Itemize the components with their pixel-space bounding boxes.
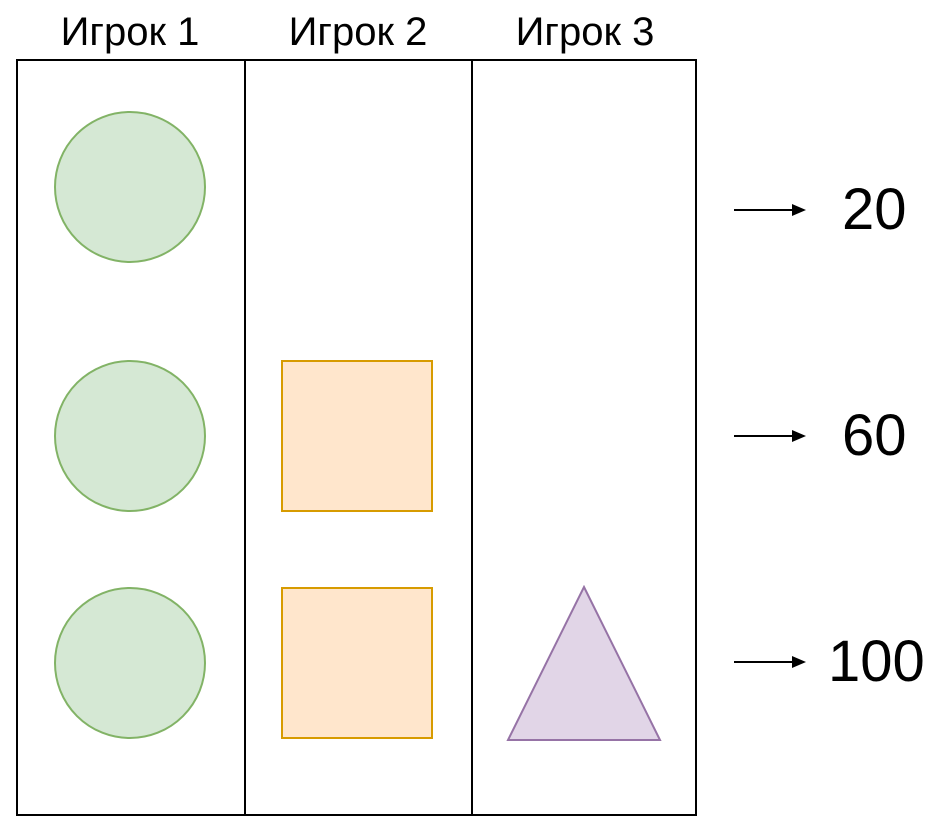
column-divider-2 [471, 61, 473, 814]
player-1-circle-row-3 [54, 587, 206, 739]
row-1-arrow-icon [734, 204, 806, 216]
player-2-title: Игрок 2 [288, 10, 428, 54]
player-grid [16, 59, 697, 816]
player-3-triangle-row-3 [506, 585, 662, 741]
player-2-square-row-2 [281, 360, 433, 512]
row-1-value: 20 [842, 177, 907, 242]
row-2-arrow-icon [734, 430, 806, 442]
row-3-arrow-icon [734, 656, 806, 668]
player-2-square-row-3 [281, 587, 433, 739]
column-divider-1 [244, 61, 246, 814]
player-1-circle-row-1 [54, 111, 206, 263]
row-2-value: 60 [842, 403, 907, 468]
player-1-circle-row-2 [54, 360, 206, 512]
row-3-value: 100 [828, 629, 925, 694]
player-3-title: Игрок 3 [515, 10, 655, 54]
player-1-title: Игрок 1 [60, 10, 200, 54]
